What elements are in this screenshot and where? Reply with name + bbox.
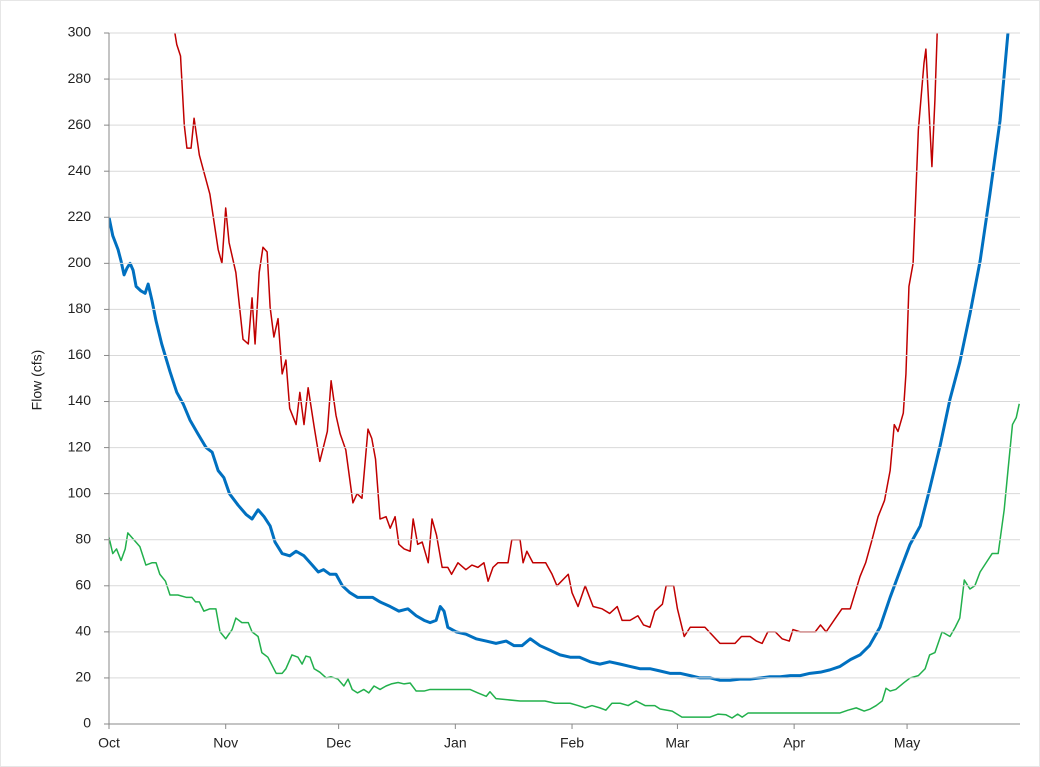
y-tick-label: 160 (68, 346, 92, 362)
data-line (109, 403, 1020, 719)
y-tick-label: 200 (68, 254, 92, 270)
x-tick-label: Oct (98, 735, 120, 751)
y-tick-label: 120 (68, 438, 92, 454)
y-tick-label: 300 (68, 24, 92, 40)
x-tick-label: May (894, 735, 920, 751)
x-tick-label: Nov (213, 735, 238, 751)
x-tick-label: Dec (326, 735, 351, 751)
x-tick-label: Feb (560, 735, 584, 751)
x-tick-label: Apr (783, 735, 805, 751)
y-tick-label: 100 (68, 484, 92, 500)
y-tick-label: 80 (75, 530, 91, 546)
y-tick-label: 260 (68, 116, 92, 132)
y-tick-label: 240 (68, 162, 92, 178)
y-tick-label: 280 (68, 70, 92, 86)
y-tick-label: 60 (75, 577, 91, 593)
data-line (174, 33, 938, 645)
y-axis-label: Flow (cfs) (29, 350, 45, 411)
x-tick-label: Jan (444, 735, 467, 751)
x-tick-label: Mar (665, 735, 689, 751)
y-tick-label: 40 (75, 623, 91, 639)
y-tick-label: 180 (68, 300, 92, 316)
y-tick-label: 20 (75, 669, 91, 685)
y-tick-label: 220 (68, 208, 92, 224)
y-tick-label: 0 (83, 715, 91, 731)
y-tick-label: 140 (68, 392, 92, 408)
